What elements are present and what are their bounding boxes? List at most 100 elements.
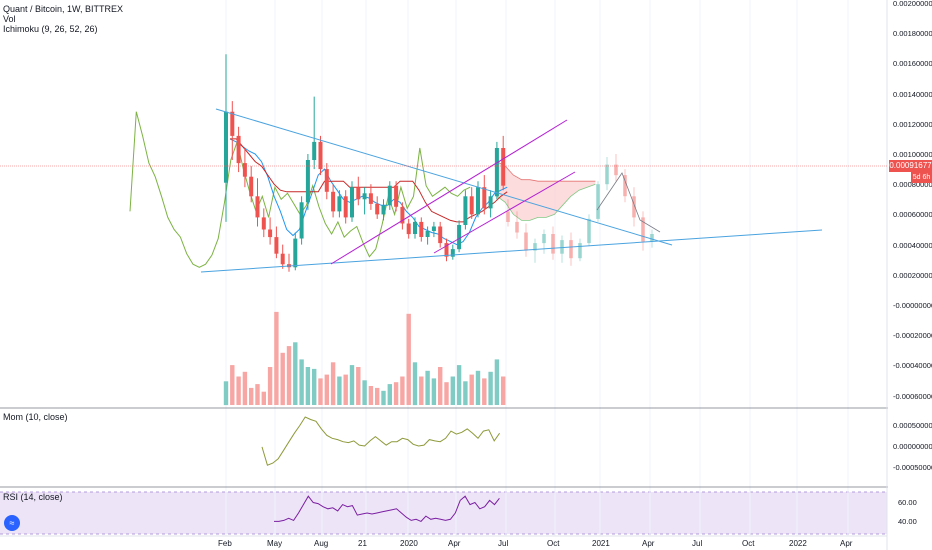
projected-candle[interactable] [641,217,645,242]
candle[interactable] [450,249,455,257]
volume-bar [381,390,386,406]
candle[interactable] [431,226,436,232]
candle[interactable] [406,223,411,235]
volume-bars [223,311,506,406]
price-tick-label: 0.00100000 [893,150,932,159]
candle[interactable] [350,187,354,218]
volume-bar [475,370,481,405]
candle[interactable] [425,231,430,237]
projected-candle[interactable] [551,234,555,254]
candle[interactable] [261,217,266,230]
candle[interactable] [343,196,348,218]
projected-candle[interactable] [578,243,582,259]
candle[interactable] [274,237,279,254]
volume-bar [387,384,392,405]
candle[interactable] [312,141,317,160]
candle[interactable] [438,226,443,244]
candle[interactable] [224,111,228,183]
candle[interactable] [444,243,449,257]
candle[interactable] [362,193,367,200]
candle[interactable] [400,206,405,224]
cloud-area [497,161,596,221]
candle[interactable] [387,185,392,206]
projected-candle[interactable] [560,240,564,254]
projected-candle[interactable] [596,184,600,219]
trendline-upper[interactable] [215,108,673,246]
candle[interactable] [476,187,480,215]
rsi-legend[interactable]: RSI (14, close) [3,492,63,502]
candle[interactable] [394,185,399,207]
candle[interactable] [419,221,424,237]
candle[interactable] [255,196,260,218]
tradingview-logo-icon[interactable]: ≈ [4,515,20,531]
candle[interactable] [337,196,342,212]
volume-bar [318,378,323,405]
ichimoku-legend[interactable]: Ichimoku (9, 26, 52, 26) [3,24,98,34]
price-tick-label: -0.00020000 [893,331,932,341]
candle[interactable] [249,176,254,197]
drawing-tools[interactable] [200,108,823,273]
candle[interactable] [331,191,336,212]
volume-bar [488,371,493,406]
candle[interactable] [469,196,474,215]
candle[interactable] [356,187,361,200]
projected-candle[interactable] [587,218,591,244]
time-axis-label: Oct [547,539,560,548]
candle[interactable] [368,193,373,204]
candle[interactable] [381,205,386,215]
price-tick-label: -0.00000000 [893,301,932,310]
projected-candle[interactable] [650,234,654,242]
momentum-path [261,416,501,466]
candle[interactable] [268,229,273,238]
price-tick-label: 0.00180000 [893,29,932,39]
price-axis[interactable] [888,0,932,550]
projected-candle[interactable] [614,164,618,176]
projected-candle[interactable] [605,164,609,185]
candle[interactable] [280,253,285,265]
volume-bar [236,376,241,405]
projected-candle[interactable] [515,221,519,233]
price-tick-label: 0.00160000 [893,59,932,69]
projected-candle[interactable] [623,175,627,197]
projected-candle[interactable] [524,232,528,251]
volume-bar [431,378,437,405]
projected-candle[interactable] [632,196,636,218]
candle[interactable] [242,163,247,177]
momentum-legend[interactable]: Mom (10, close) [3,412,68,422]
trendline-lower[interactable] [200,229,823,273]
candle[interactable] [494,148,499,197]
candle[interactable] [413,221,417,234]
symbol-legend[interactable]: Quant / Bitcoin, 1W, BITTREX [3,4,124,14]
candle[interactable] [230,111,235,136]
projected-candle[interactable] [506,211,510,222]
candle[interactable] [501,148,506,186]
price-tick-label: 0.00140000 [893,89,932,99]
candle[interactable] [305,160,310,203]
volume-bar [393,382,399,405]
volume-legend[interactable]: Vol [3,14,16,24]
candle[interactable] [463,196,468,225]
candle[interactable] [299,202,304,239]
candle[interactable] [293,238,298,268]
candle[interactable] [488,196,493,209]
candle[interactable] [375,203,380,215]
volume-bar [456,365,462,405]
candle[interactable] [482,187,487,209]
candle[interactable] [236,135,241,164]
momentum-tick-label: 0.00000000 [893,442,932,451]
momentum-tick-label: 0.00050000 [893,421,932,430]
candle[interactable] [457,225,462,250]
price-tick-label: 0.00200000 [893,0,932,8]
channel-line-upper[interactable] [330,119,568,265]
price-candles[interactable] [224,54,661,272]
candle[interactable] [318,141,323,170]
candle[interactable] [324,169,329,192]
volume-bar [293,342,298,405]
channel-line-lower[interactable] [433,171,576,254]
projected-candle[interactable] [533,243,537,251]
projected-candle[interactable] [569,240,573,259]
volume-bar [412,362,418,406]
projected-candle[interactable] [542,234,546,244]
